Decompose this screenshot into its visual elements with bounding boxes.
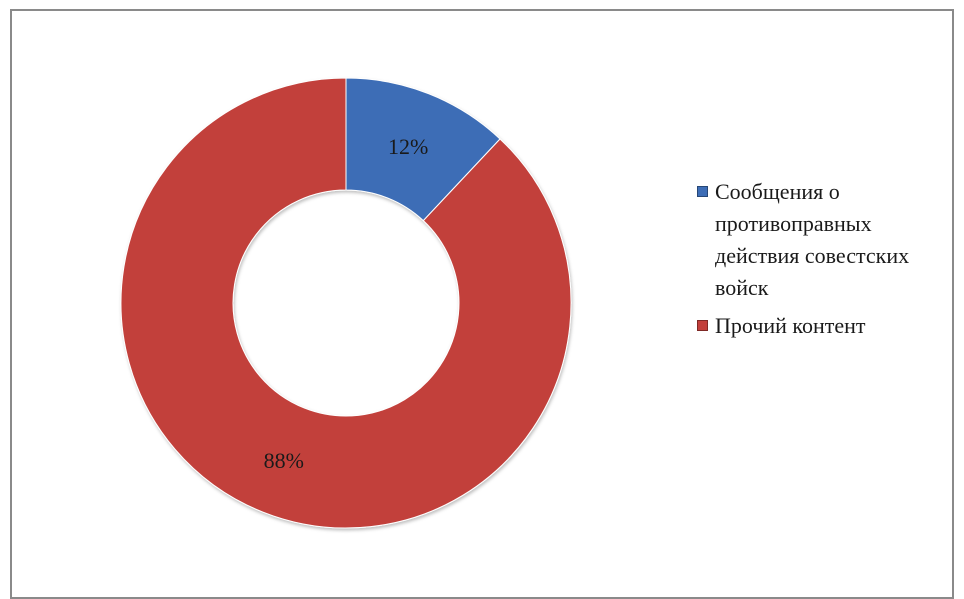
legend-swatch-other <box>697 320 708 331</box>
legend-swatch-violations <box>697 186 708 197</box>
slice-other <box>120 77 572 529</box>
chart-legend: Сообщения о противоправных действия сове… <box>693 176 955 348</box>
legend-label-other: Прочий контент <box>715 313 866 338</box>
legend-label-violations: Сообщения о противоправных действия сове… <box>715 179 910 300</box>
legend-item-violations: Сообщения о противоправных действия сове… <box>693 176 955 304</box>
doughnut-chart: 12% 88% <box>120 77 572 529</box>
data-label-violations: 12% <box>388 134 428 159</box>
legend-item-other: Прочий контент <box>693 310 955 342</box>
data-label-other: 88% <box>264 448 304 473</box>
